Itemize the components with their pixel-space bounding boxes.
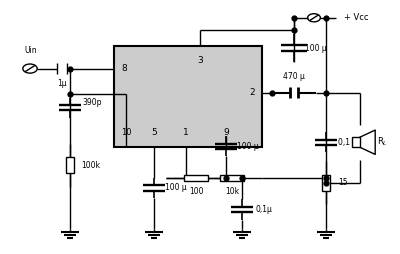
Text: 0,1 µ: 0,1 µ xyxy=(338,138,358,147)
Text: 15: 15 xyxy=(338,178,348,187)
Bar xyxy=(352,137,360,147)
Text: 5: 5 xyxy=(151,128,157,137)
Text: + Vcc: + Vcc xyxy=(344,13,368,22)
Bar xyxy=(220,175,244,181)
Text: 10: 10 xyxy=(121,128,131,137)
Text: 100 µ: 100 µ xyxy=(237,141,259,151)
Text: 100k: 100k xyxy=(81,161,100,170)
Text: 9: 9 xyxy=(223,128,229,137)
Text: 8: 8 xyxy=(121,64,127,73)
Bar xyxy=(114,46,262,147)
Bar xyxy=(66,157,74,173)
Text: Uin: Uin xyxy=(24,46,37,55)
Text: 390p: 390p xyxy=(82,98,102,107)
Text: 1: 1 xyxy=(183,128,189,137)
Text: 0,1µ: 0,1µ xyxy=(256,205,272,214)
Text: R$_L$: R$_L$ xyxy=(376,136,388,149)
Bar xyxy=(322,175,330,191)
Text: 100: 100 xyxy=(189,187,203,196)
Text: 100 µ: 100 µ xyxy=(165,183,187,193)
Text: 3: 3 xyxy=(197,56,203,66)
Text: 470 µ: 470 µ xyxy=(283,72,305,81)
Bar xyxy=(184,175,208,181)
Text: 1µ: 1µ xyxy=(57,79,67,88)
Text: 100 µ: 100 µ xyxy=(305,44,327,53)
Text: 10k: 10k xyxy=(225,187,239,196)
Text: 2: 2 xyxy=(249,88,255,97)
